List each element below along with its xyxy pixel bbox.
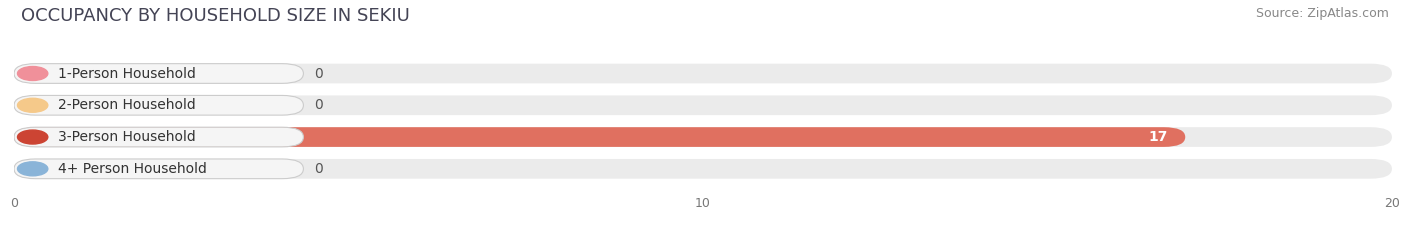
Circle shape: [17, 130, 48, 144]
Text: 0: 0: [314, 66, 322, 80]
Text: 0: 0: [314, 162, 322, 176]
FancyBboxPatch shape: [14, 64, 1392, 83]
FancyBboxPatch shape: [14, 127, 304, 147]
Text: 4+ Person Household: 4+ Person Household: [58, 162, 207, 176]
Text: 1-Person Household: 1-Person Household: [58, 66, 195, 80]
FancyBboxPatch shape: [14, 159, 1392, 179]
FancyBboxPatch shape: [14, 127, 1392, 147]
Text: 2-Person Household: 2-Person Household: [58, 98, 195, 112]
Text: 0: 0: [314, 98, 322, 112]
FancyBboxPatch shape: [14, 96, 304, 115]
FancyBboxPatch shape: [14, 159, 304, 179]
Circle shape: [17, 98, 48, 112]
Text: 3-Person Household: 3-Person Household: [58, 130, 195, 144]
Circle shape: [17, 66, 48, 80]
Text: Source: ZipAtlas.com: Source: ZipAtlas.com: [1256, 7, 1389, 20]
Text: OCCUPANCY BY HOUSEHOLD SIZE IN SEKIU: OCCUPANCY BY HOUSEHOLD SIZE IN SEKIU: [21, 7, 411, 25]
Circle shape: [17, 162, 48, 176]
Text: 17: 17: [1149, 130, 1168, 144]
FancyBboxPatch shape: [14, 96, 1392, 115]
FancyBboxPatch shape: [14, 127, 1185, 147]
FancyBboxPatch shape: [14, 64, 304, 83]
